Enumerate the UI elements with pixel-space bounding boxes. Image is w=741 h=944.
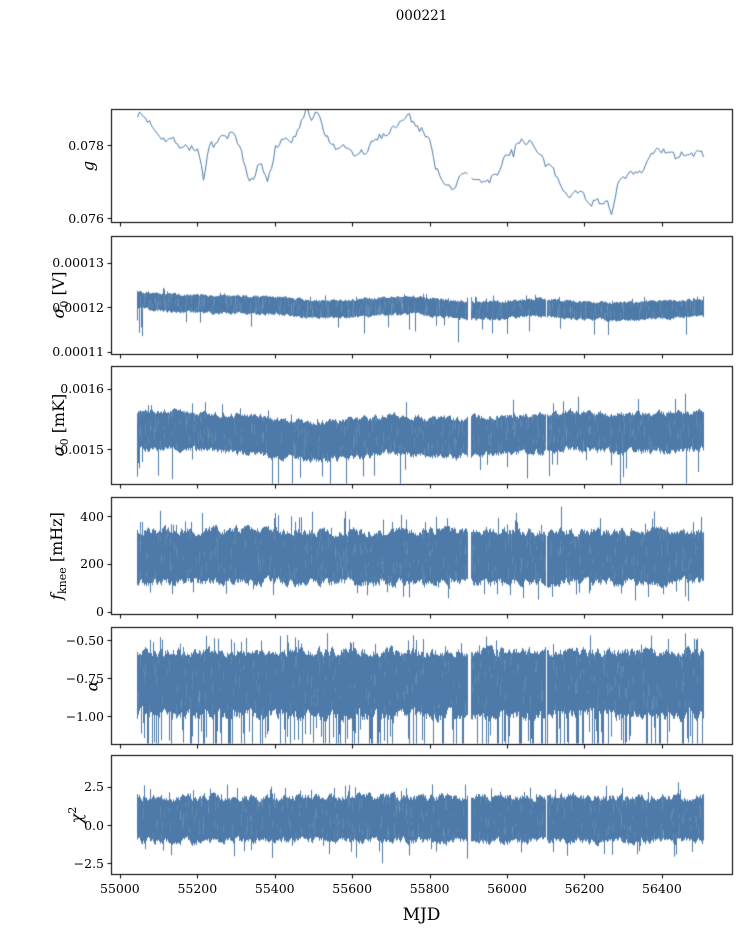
y-axis-label-part: 2 (66, 806, 79, 814)
y-tick-label: 0.00011 (52, 344, 104, 360)
panel-fknee: fknee [mHz] 400 200 0 (0, 491, 741, 622)
x-tick-label: 55800 (409, 881, 450, 896)
y-tick-label: 0.00012 (52, 299, 104, 315)
y-tick-label: 0.0016 (60, 381, 104, 397)
x-tick-label: 56400 (642, 881, 682, 896)
panel-sigma0-mk: σ0 [mK] 0.0016 0.0015 (0, 360, 741, 492)
y-tick-label: 0.0015 (60, 441, 104, 457)
plot-area-g (98, 103, 741, 230)
x-tick-label: 56000 (487, 881, 527, 896)
plot-area-alpha (98, 621, 741, 752)
panel-g: g 0.078 0.076 (0, 103, 741, 230)
y-tick-label: 2.5 (84, 779, 104, 795)
y-axis-label-g: g (79, 160, 98, 170)
x-tick-label: 56200 (564, 881, 605, 896)
panel-alpha: α −0.50 −0.75 −1.00 (0, 621, 741, 752)
panel-chi2: χ2 2.5 0.0 −2.5 (0, 749, 741, 882)
y-axis-label-part: f (47, 593, 66, 600)
y-tick-label: 0 (96, 604, 104, 620)
y-tick-label: −0.50 (65, 632, 104, 648)
x-tick-label: 55600 (332, 881, 373, 896)
x-tick-label: 55200 (177, 881, 218, 896)
y-tick-label: 0.076 (68, 210, 104, 226)
y-tick-label: 0.0 (84, 817, 104, 833)
figure-title: 000221 (395, 8, 448, 24)
y-tick-label: 0.00013 (52, 255, 104, 271)
plot-area-chi2 (98, 749, 741, 882)
x-tick-label: 55400 (254, 881, 295, 896)
y-tick-label: 400 (80, 508, 104, 524)
x-tick-label: 55000 (100, 881, 140, 896)
y-tick-label: −0.75 (65, 670, 104, 686)
x-axis-label: MJD (402, 905, 441, 925)
panel-sigma0-v: σ0 [V] 0.00013 0.00012 0.00011 (0, 230, 741, 362)
plot-area-sigma0-v (98, 230, 741, 362)
y-axis-label-part: [mK] (49, 393, 68, 439)
plot-area-sigma0-mk (98, 360, 741, 492)
y-tick-label: 200 (80, 556, 104, 572)
y-tick-label: −1.00 (65, 708, 104, 724)
plot-area-fknee (98, 491, 741, 622)
y-axis-label-part: [V] (49, 271, 68, 301)
y-tick-label: −2.5 (73, 855, 104, 871)
y-tick-label: 0.078 (68, 137, 104, 153)
y-axis-label-part: g (78, 160, 98, 171)
